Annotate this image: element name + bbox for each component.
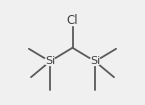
Text: Si: Si (90, 56, 100, 66)
Ellipse shape (65, 16, 80, 26)
Text: Cl: Cl (67, 14, 78, 28)
Text: Si: Si (45, 56, 55, 66)
Ellipse shape (44, 57, 56, 66)
Ellipse shape (89, 57, 101, 66)
